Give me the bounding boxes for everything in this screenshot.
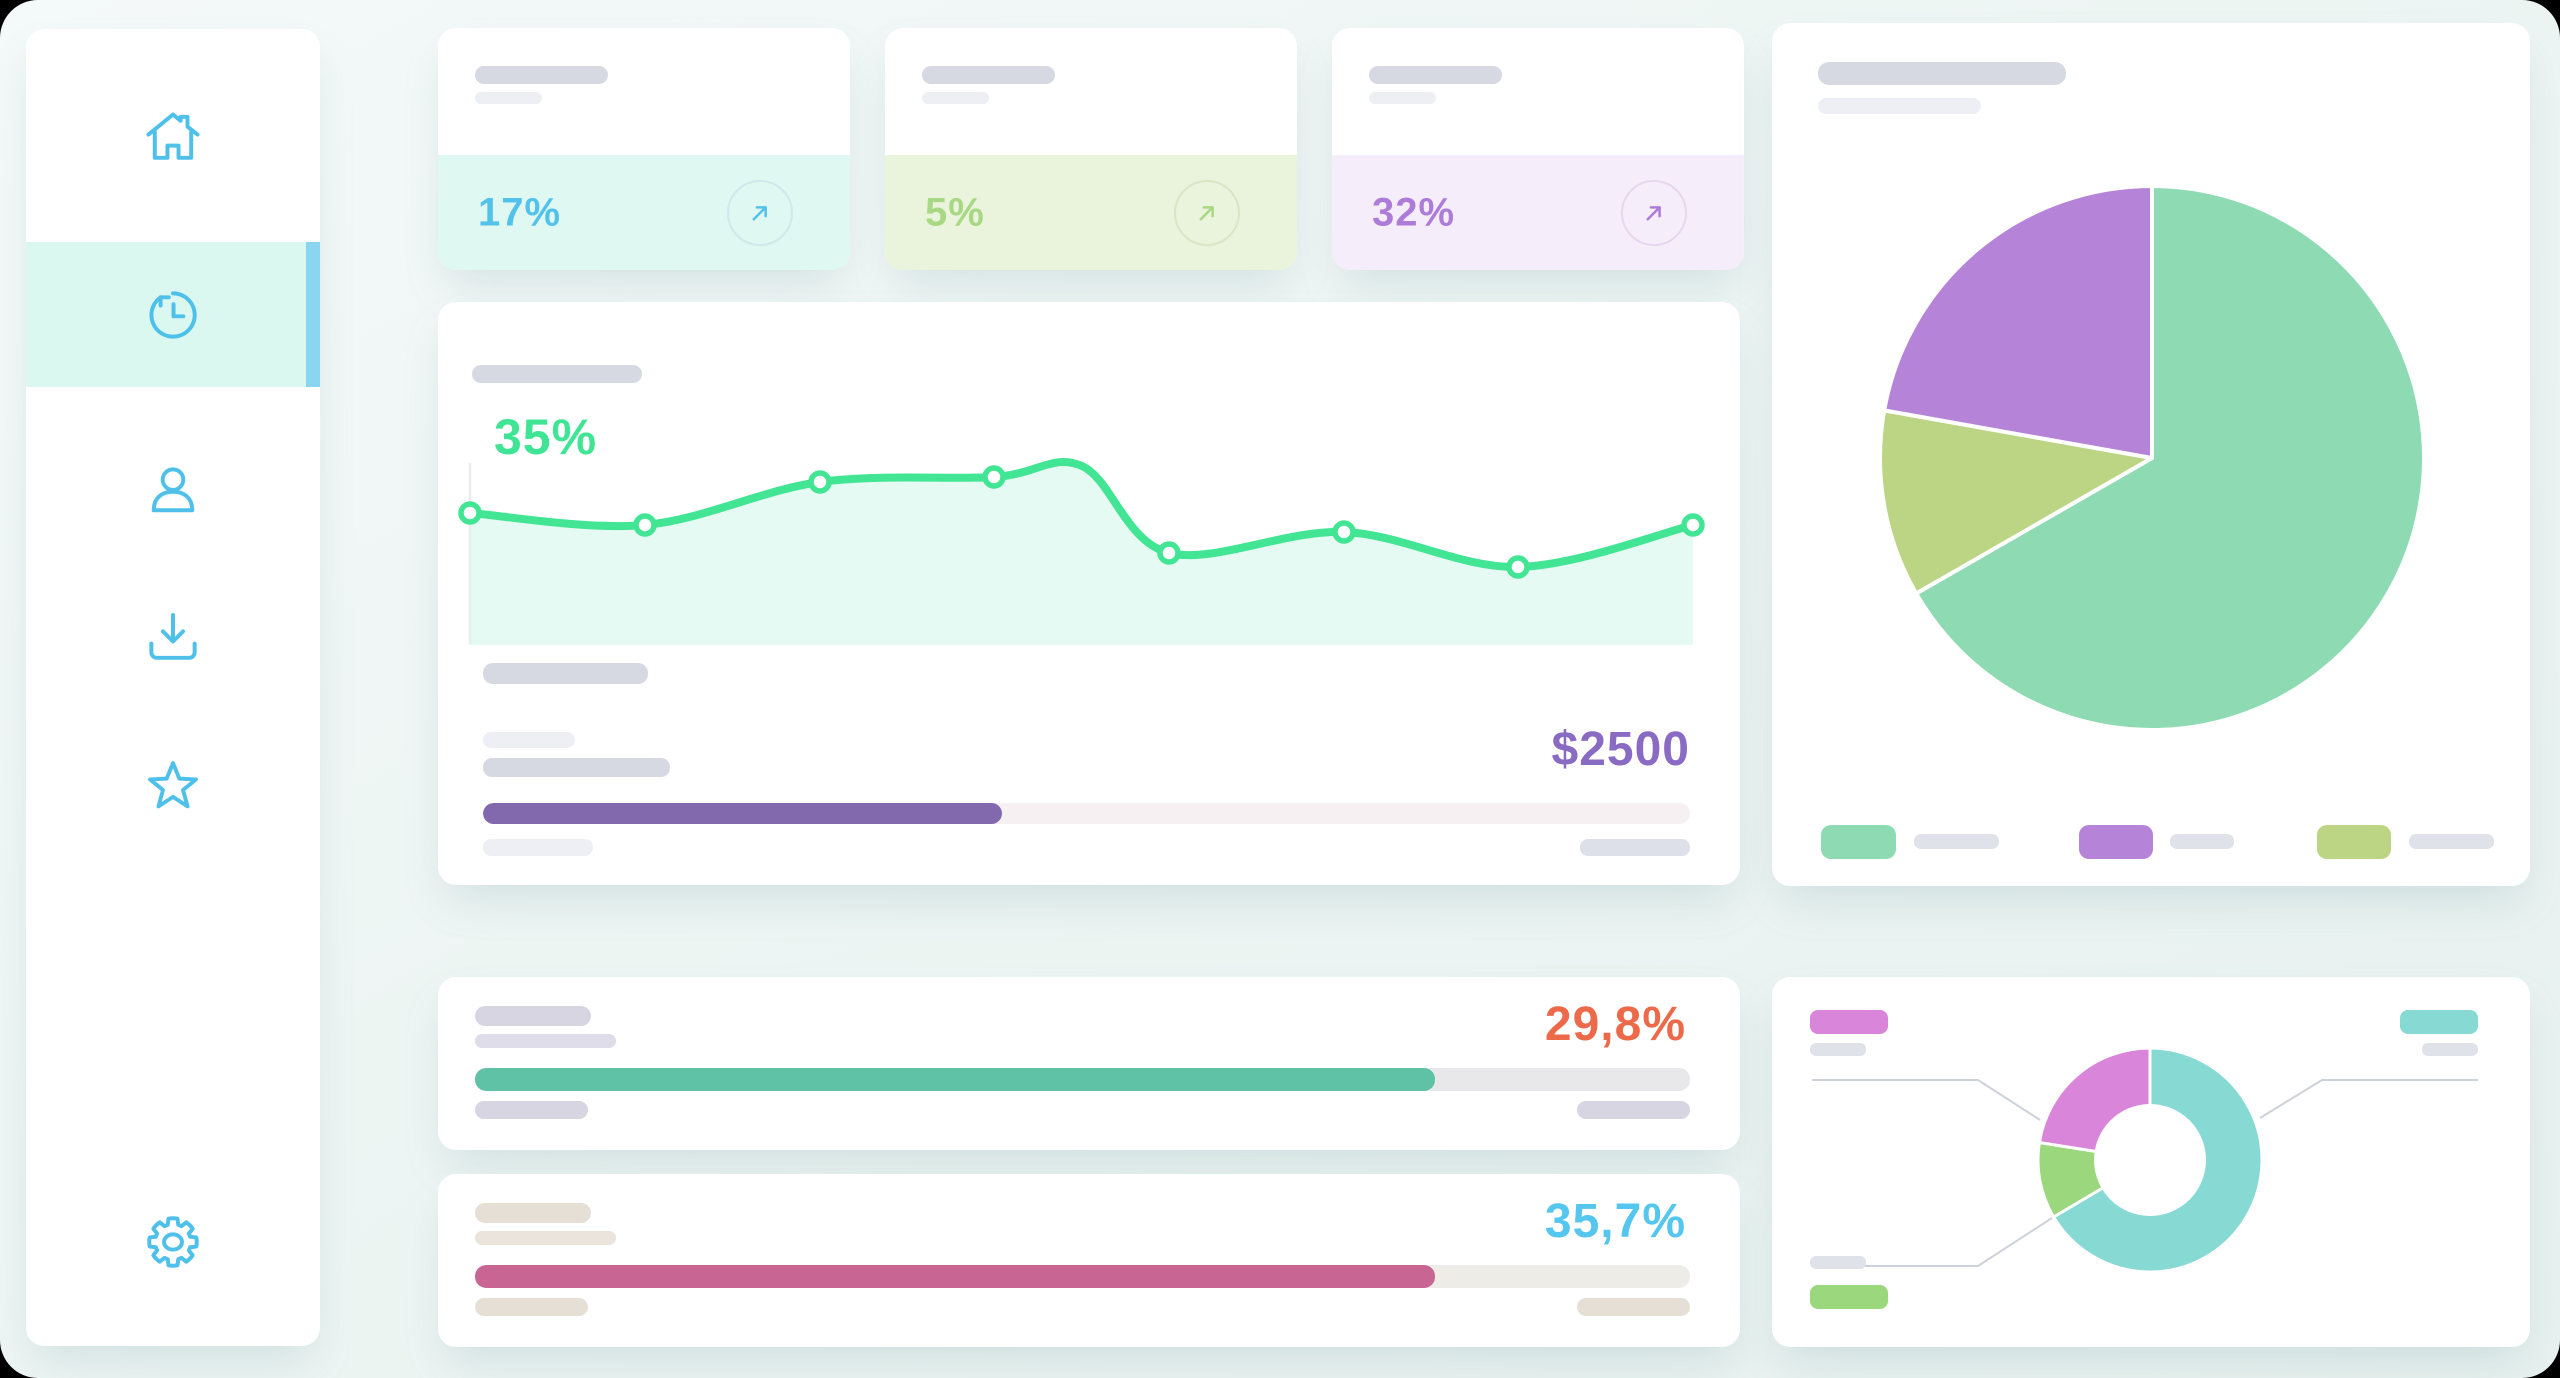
legend-label (1810, 1256, 1866, 1269)
sidebar-item-settings[interactable] (26, 1169, 320, 1314)
metric-row-card-1: 29,8% (438, 977, 1740, 1150)
placeholder-label (483, 732, 575, 748)
metric-progress-fill (475, 1068, 1435, 1091)
metric-progress-fill (475, 1265, 1435, 1288)
metric-value: 29,8% (1544, 998, 1686, 1051)
stat-value: 17% (478, 190, 562, 234)
placeholder-subtitle (1818, 98, 1981, 114)
stat-value: 32% (1372, 190, 1456, 234)
metric-row-card-2: 35,7% (438, 1174, 1740, 1347)
legend-chip-magenta (1810, 1010, 1888, 1034)
home-icon (146, 112, 200, 160)
budget-progress-bar (483, 803, 1690, 824)
stat-card-3: 32% (1332, 28, 1744, 270)
sidebar-item-favorites[interactable] (26, 712, 320, 857)
placeholder-subtitle (922, 92, 989, 104)
legend-label (2422, 1043, 2478, 1056)
history-icon (149, 290, 197, 339)
arrow-up-right-icon (752, 205, 767, 220)
placeholder-subtitle (475, 92, 542, 104)
line-chart (458, 458, 1705, 645)
placeholder-footnote (1580, 839, 1690, 856)
sidebar-item-home[interactable] (26, 65, 320, 210)
placeholder-subtitle (475, 1034, 616, 1048)
legend-label (1914, 834, 1999, 849)
placeholder-title (1369, 66, 1502, 84)
arrow-up-right-icon (1199, 205, 1214, 220)
placeholder-subtitle (1369, 92, 1436, 104)
placeholder-footnote (1577, 1101, 1690, 1119)
placeholder-footnote (1577, 1298, 1690, 1316)
placeholder-title (475, 1203, 591, 1223)
sidebar-item-history[interactable] (26, 242, 320, 387)
placeholder-title (1818, 62, 2066, 85)
placeholder-caption (483, 663, 648, 684)
stat-band: 32% (1332, 155, 1744, 270)
placeholder-footnote (483, 839, 593, 856)
legend-label (1810, 1043, 1866, 1056)
line-chart-card: 35% $2500 (438, 302, 1740, 885)
sidebar-item-profile[interactable] (26, 418, 320, 563)
placeholder-footnote (475, 1298, 588, 1316)
legend-chip-c (2317, 825, 2391, 859)
donut-chart (2036, 1046, 2264, 1274)
active-indicator-bar (306, 242, 320, 387)
pie-chart-card (1772, 23, 2530, 886)
sidebar (26, 29, 320, 1346)
legend-label (2170, 834, 2234, 849)
placeholder-title (922, 66, 1055, 84)
stat-band: 17% (438, 155, 850, 270)
sidebar-item-downloads[interactable] (26, 565, 320, 710)
placeholder-title (475, 66, 608, 84)
legend-label (2409, 834, 2494, 849)
trend-button[interactable] (1174, 179, 1240, 246)
pie-chart (1878, 184, 2426, 732)
arrow-up-right-icon (1646, 205, 1661, 220)
person-icon (151, 466, 195, 512)
legend-chip-b (2079, 825, 2153, 859)
budget-progress-fill (483, 803, 1002, 824)
callout-line-bottom-left (1812, 1217, 2053, 1267)
trend-button[interactable] (727, 179, 793, 246)
gear-icon (147, 1215, 199, 1268)
metric-value: 35,7% (1544, 1195, 1686, 1248)
stat-card-1: 17% (438, 28, 850, 270)
stat-card-2: 5% (885, 28, 1297, 270)
legend-chip-a (1821, 825, 1896, 859)
legend-chip-teal (2400, 1010, 2478, 1034)
chart-percent-value: 35% (494, 409, 598, 465)
donut-chart-card (1772, 977, 2530, 1347)
placeholder-label (483, 758, 670, 777)
stat-value: 5% (925, 190, 985, 234)
metric-progress-bar (475, 1265, 1690, 1288)
callout-line-top-right (2259, 1079, 2478, 1119)
trend-button[interactable] (1621, 179, 1687, 246)
download-icon (149, 612, 197, 660)
metric-progress-bar (475, 1068, 1690, 1091)
placeholder-title (475, 1006, 591, 1026)
placeholder-title (472, 365, 642, 383)
callout-lines (1812, 1079, 2478, 1267)
placeholder-subtitle (475, 1231, 616, 1245)
amount-value: $2500 (1551, 723, 1690, 776)
star-icon (148, 760, 198, 808)
stat-band: 5% (885, 155, 1297, 270)
placeholder-footnote (475, 1101, 588, 1119)
callout-line-top-left (1812, 1079, 2041, 1121)
legend-chip-green (1810, 1285, 1888, 1309)
